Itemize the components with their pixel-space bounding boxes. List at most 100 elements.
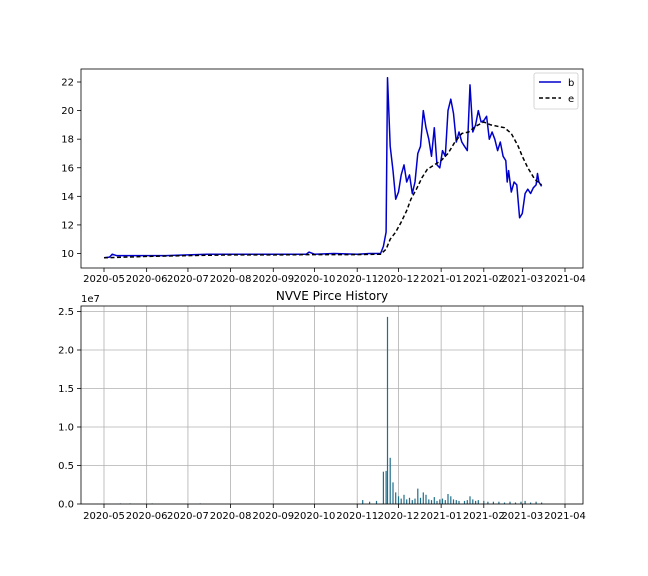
y-tick-label: 18 — [61, 135, 74, 146]
volume-bar-chart: NVVE Pirce History 1e7 0.0 0.5 1.0 1.5 2.0 2.… — [58, 289, 586, 522]
x-tick-label: 2020-11 — [336, 511, 378, 522]
volume-bar — [450, 496, 452, 504]
volume-bar — [389, 457, 391, 504]
volume-bar — [463, 500, 466, 504]
volume-bar — [503, 502, 506, 504]
volume-bar — [385, 470, 387, 504]
x-tick-label: 2020-10 — [294, 274, 336, 285]
volume-bar — [386, 316, 389, 504]
volume-bar — [375, 500, 378, 504]
volume-bar — [447, 494, 449, 504]
bars-group — [119, 316, 543, 504]
y-tick-label: 22 — [61, 78, 74, 89]
volume-bar — [535, 501, 537, 504]
volume-bar — [400, 498, 402, 504]
plot-area — [81, 306, 583, 504]
volume-bar — [455, 500, 457, 504]
y-tick-label: 14 — [61, 192, 74, 203]
x-tick-label: 2020-08 — [210, 511, 252, 522]
x-tick-label: 2020-06 — [126, 274, 168, 285]
y-tick-label: 16 — [61, 163, 74, 174]
plot-area — [81, 69, 583, 268]
legend-label-e: e — [568, 94, 574, 105]
y-axis: 0.0 0.5 1.0 1.5 2.0 2.5 — [58, 307, 81, 511]
volume-bar — [382, 471, 384, 504]
volume-bar — [520, 501, 522, 504]
volume-bar — [362, 500, 364, 504]
volume-bar — [452, 499, 455, 504]
volume-bar — [439, 499, 441, 504]
plot-frame — [80, 68, 584, 269]
volume-bar — [433, 497, 435, 504]
volume-bar — [406, 499, 408, 504]
volume-bar — [403, 494, 405, 504]
y-tick-label: 2.0 — [58, 346, 74, 357]
legend: b e — [533, 72, 579, 110]
x-tick-label: 2020-06 — [126, 511, 168, 522]
volume-bar — [475, 500, 477, 504]
volume-bar — [392, 482, 394, 504]
x-tick-label: 2020-08 — [210, 274, 252, 285]
volume-bar — [417, 488, 419, 504]
x-axis: 2020-05 2020-06 2020-07 2020-08 2020-09 2020-… — [83, 268, 586, 285]
volume-bar — [422, 492, 424, 504]
x-tick-label: 2020-11 — [336, 274, 378, 285]
x-tick-label: 2021-03 — [501, 511, 543, 522]
volume-bar — [425, 494, 427, 504]
y-tick-label: 10 — [61, 249, 74, 260]
x-axis: 2020-05 2020-06 2020-07 2020-08 2020-09 2020-… — [83, 504, 586, 522]
x-tick-label: 2020-07 — [167, 511, 209, 522]
x-tick-label: 2020-07 — [167, 274, 209, 285]
series-line-e — [103, 121, 543, 259]
x-tick-label: 2020-05 — [83, 511, 125, 522]
volume-bar — [524, 500, 526, 504]
y-tick-label: 1.5 — [58, 384, 74, 395]
volume-bar — [428, 499, 430, 504]
x-tick-label: 2021-04 — [544, 511, 586, 522]
y-tick-label: 20 — [61, 106, 74, 117]
volume-bar — [541, 502, 543, 504]
legend-label-b: b — [568, 78, 574, 89]
plot-frame — [80, 305, 584, 505]
volume-bar — [395, 492, 397, 504]
volume-bar — [408, 497, 411, 504]
y-tick-label: 0.0 — [58, 500, 74, 511]
volume-bar — [477, 500, 479, 504]
x-tick-label: 2020-12 — [378, 274, 420, 285]
volume-bar — [419, 497, 422, 504]
y-tick-label: 1.0 — [58, 423, 74, 434]
x-tick-label: 2021-02 — [463, 274, 505, 285]
x-tick-label: 2021-04 — [544, 274, 586, 285]
volume-bar — [414, 498, 416, 504]
volume-bar — [458, 500, 460, 504]
series-line-b — [103, 76, 543, 259]
volume-bar — [514, 502, 517, 504]
volume-bar — [530, 502, 532, 504]
x-tick-label: 2020-09 — [252, 274, 294, 285]
chart-title: NVVE Pirce History — [276, 289, 388, 303]
volume-bar — [472, 499, 474, 504]
volume-bar — [466, 500, 468, 504]
y-tick-label: 12 — [61, 220, 74, 231]
volume-bar — [487, 501, 489, 504]
volume-bar — [483, 500, 485, 504]
volume-bar — [436, 500, 438, 504]
y-tick-label: 0.5 — [58, 461, 74, 472]
x-tick-label: 2021-01 — [420, 274, 462, 285]
volume-bar — [492, 501, 494, 504]
y-tick-label: 2.5 — [58, 307, 74, 318]
volume-bar — [509, 501, 511, 504]
volume-bar — [498, 501, 500, 504]
x-tick-label: 2021-03 — [501, 274, 543, 285]
series-group — [103, 76, 543, 259]
volume-bar — [397, 496, 400, 504]
x-tick-label: 2021-01 — [420, 511, 462, 522]
volume-bar — [469, 496, 471, 504]
volume-bar — [430, 500, 433, 504]
y-scale-label: 1e7 — [81, 294, 100, 305]
volume-bar — [444, 500, 446, 504]
x-tick-label: 2021-02 — [463, 511, 505, 522]
x-tick-label: 2020-05 — [83, 274, 125, 285]
